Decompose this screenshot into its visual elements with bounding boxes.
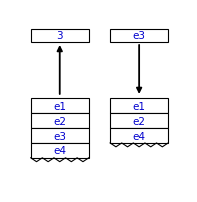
Text: e2: e2 — [133, 116, 146, 126]
Text: 3: 3 — [56, 31, 63, 41]
Text: e1: e1 — [133, 101, 146, 111]
Text: e3: e3 — [53, 131, 66, 141]
FancyBboxPatch shape — [110, 99, 168, 114]
FancyBboxPatch shape — [31, 128, 89, 143]
Text: e1: e1 — [53, 101, 66, 111]
Text: e2: e2 — [53, 116, 66, 126]
FancyBboxPatch shape — [110, 30, 168, 43]
FancyBboxPatch shape — [31, 99, 89, 114]
Text: e4: e4 — [133, 131, 146, 141]
FancyBboxPatch shape — [31, 143, 89, 158]
FancyBboxPatch shape — [31, 30, 89, 43]
FancyBboxPatch shape — [110, 128, 168, 143]
FancyBboxPatch shape — [110, 114, 168, 128]
FancyBboxPatch shape — [31, 114, 89, 128]
Text: e4: e4 — [53, 146, 66, 156]
Text: e3: e3 — [133, 31, 146, 41]
